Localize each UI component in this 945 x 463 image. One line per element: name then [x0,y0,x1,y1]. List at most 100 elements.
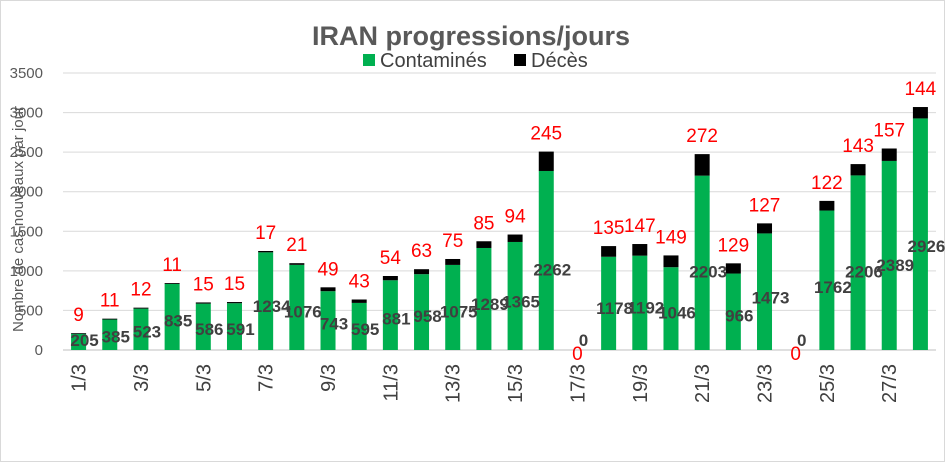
data-label-contamines: 1075 [440,303,478,322]
data-label-deces: 21 [286,235,307,256]
data-label-deces: 135 [593,218,625,239]
bar-deces [725,263,741,274]
bar-contamines [258,252,274,350]
data-label-deces: 9 [73,305,84,326]
data-label-contamines: 2203 [689,263,727,282]
x-tick-label: 7/3 [256,364,278,392]
data-label-contamines: 1234 [253,297,291,316]
y-tick-label: 1500 [10,223,43,240]
bar-contamines [538,170,554,350]
data-label-contamines: 586 [195,320,223,339]
data-label-contamines: 595 [351,320,379,339]
data-label-contamines: 2926 [907,237,945,256]
data-label-contamines: 205 [70,331,98,350]
x-tick-label: 1/3 [69,364,91,392]
bar-deces [320,287,336,292]
bar-deces [694,154,710,176]
data-label-contamines: 2206 [845,262,883,281]
data-label-deces: 0 [572,344,583,365]
bar-contamines [912,118,928,350]
legend-swatch [363,54,375,66]
bar-contamines [320,291,336,350]
chart-title: IRAN progressions/jours [312,21,630,51]
data-label-contamines: 2262 [533,260,571,279]
data-label-deces: 143 [842,136,874,157]
legend-swatch [514,54,526,66]
bar-deces [507,234,523,242]
bar-contamines [382,280,398,350]
bar-deces [632,244,648,256]
bar-contamines [725,273,741,350]
data-label-deces: 85 [473,213,494,234]
bar-contamines [476,247,492,350]
data-label-deces: 245 [530,124,562,145]
bar-contamines [819,210,835,350]
data-label-deces: 129 [717,235,749,256]
bar-contamines [226,303,242,350]
bar-contamines [102,319,118,350]
data-label-deces: 144 [905,79,937,100]
data-label-contamines: 1289 [471,295,509,314]
data-label-contamines: 881 [382,310,410,329]
legend-label: Contaminés [380,50,487,72]
data-label-contamines: 385 [102,327,130,346]
data-label-deces: 272 [686,126,718,147]
bar-contamines [694,175,710,350]
data-label-contamines: 1178 [596,299,633,318]
y-tick-label: 500 [18,302,43,319]
data-label-contamines: 1762 [814,278,852,297]
bar-contamines [351,302,367,350]
bar-contamines [881,160,897,350]
bar-contamines [133,308,149,350]
data-label-contamines: 591 [226,320,254,339]
data-label-deces: 0 [790,344,801,365]
bars [71,107,928,350]
x-tick-label: 5/3 [193,364,215,392]
data-label-deces: 11 [162,255,182,276]
data-label-deces: 43 [349,272,370,293]
bar-deces [757,223,773,234]
bar-deces [102,318,118,320]
data-label-contamines: 958 [413,307,441,326]
data-label-deces: 15 [224,274,245,295]
data-label-contamines: 1076 [284,303,322,322]
data-label-deces: 11 [100,291,120,312]
bar-deces [164,283,180,284]
bar-deces [538,151,554,171]
bar-deces [71,333,87,334]
bar-deces [195,302,211,304]
data-label-contamines: 1365 [502,292,540,311]
data-label-deces: 63 [411,241,432,262]
bar-contamines [445,264,461,350]
data-label-deces: 54 [380,248,402,269]
x-tick-label: 11/3 [380,364,402,401]
data-label-deces: 12 [130,280,151,301]
bar-contamines [757,233,773,350]
data-label-contamines: 966 [725,307,753,326]
bar-contamines [507,241,523,350]
bar-contamines [850,175,866,350]
y-axis-label: Nombre de cas nouveaux par jour [10,106,27,332]
bar-deces [414,269,430,275]
bar-deces [445,258,461,265]
x-tick-label: 25/3 [817,364,839,403]
bar-deces [258,250,274,253]
data-label-deces: 147 [624,216,656,237]
data-labels: 205 9 385 11 523 12 835 11 586 15 591 15 1234 17 1076 2… [70,79,945,365]
y-tick-label: 2500 [10,144,43,161]
x-tick-label: 9/3 [318,364,340,392]
data-label-deces: 75 [442,231,463,252]
y-tick-label: 2000 [10,184,43,201]
y-tick-label: 1000 [10,263,43,280]
bar-contamines [663,267,679,350]
x-tick-label: 17/3 [567,364,589,403]
y-tick-label: 3000 [10,105,43,122]
x-tick-label: 3/3 [131,364,153,392]
data-label-deces: 49 [317,259,338,280]
bar-deces [850,164,866,176]
bar-deces [601,246,617,257]
x-tick-label: 19/3 [630,364,652,403]
bar-contamines [414,274,430,350]
